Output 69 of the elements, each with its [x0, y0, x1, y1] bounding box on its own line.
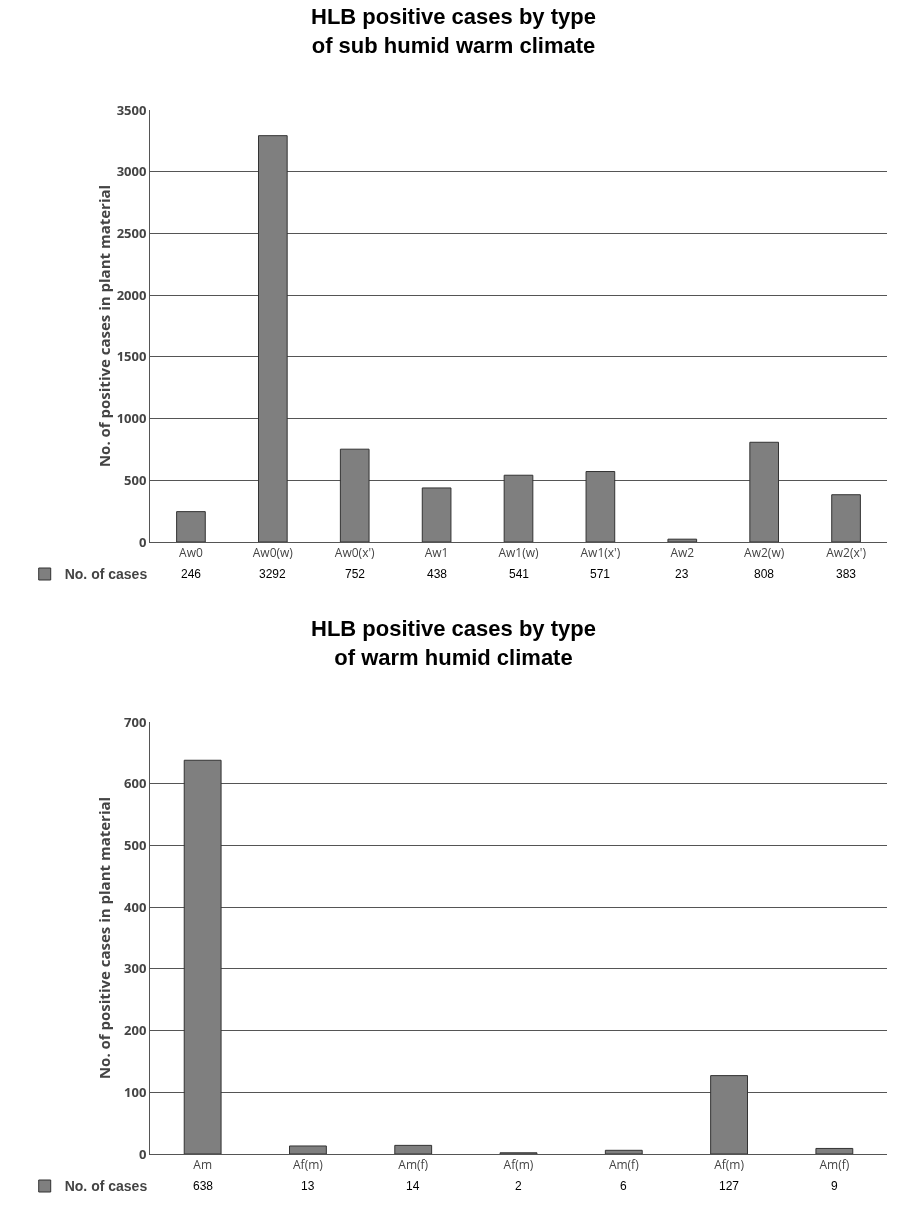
x-tick-label: Aw2(x') [826, 544, 867, 562]
x-tick-label: Aw2 [670, 544, 695, 562]
bar [604, 1149, 643, 1154]
bar [176, 511, 206, 542]
data-label: 638 [193, 1179, 214, 1193]
y-axis-title: No. of positive cases in plant material [94, 184, 114, 468]
data-label: 438 [427, 567, 448, 581]
x-tick-label: Aw0 [179, 544, 203, 562]
y-tick-label: 2000 [116, 285, 147, 304]
x-tick-label: Am [193, 1156, 212, 1174]
bar [339, 448, 370, 542]
data-label: 752 [345, 567, 366, 581]
data-label: 246 [181, 567, 202, 581]
bar [749, 441, 779, 542]
data-label: 6 [620, 1179, 627, 1193]
x-tick-label: Am(f) [608, 1156, 640, 1174]
y-tick-label: 1000 [116, 409, 147, 428]
x-tick-label: Af(m) [714, 1156, 745, 1174]
y-tick-label: 0 [138, 532, 147, 551]
y-tick-label: 1500 [116, 347, 147, 366]
y-tick-label: 2500 [116, 223, 147, 242]
data-label: 571 [590, 567, 611, 581]
data-label: 3292 [259, 567, 287, 581]
x-tick-label: Aw1 [424, 544, 449, 562]
bar [503, 474, 534, 542]
chart-title: HLB positive cases by type of warm humid climate [311, 616, 596, 671]
data-label: 808 [754, 567, 775, 581]
x-tick-label: Aw2(w) [744, 544, 785, 562]
x-tick-label: Aw1(w) [498, 544, 540, 562]
bar [831, 494, 861, 542]
bar [258, 135, 288, 542]
y-tick-label: 500 [124, 470, 147, 489]
x-tick-label: Aw0(w) [252, 544, 294, 562]
y-tick-label: 500 [124, 835, 147, 854]
chart-title: HLB positive cases by type of sub humid warm climate [311, 4, 596, 59]
bar [585, 471, 616, 542]
y-axis-title: No. of positive cases in plant material [94, 796, 114, 1080]
bar [289, 1145, 327, 1154]
data-label: 2 [515, 1179, 522, 1193]
bar [421, 487, 452, 542]
bar [183, 759, 222, 1154]
x-tick-label: Af(m) [293, 1156, 324, 1174]
data-label: 383 [836, 567, 857, 581]
data-label: 13 [301, 1179, 315, 1193]
data-label: 541 [509, 567, 530, 581]
bar [667, 538, 698, 542]
y-tick-label: 0 [138, 1144, 147, 1163]
x-tick-label: Am(f) [819, 1156, 850, 1174]
y-tick-label: 200 [124, 1021, 147, 1040]
data-label: 14 [406, 1179, 420, 1193]
y-tick-label: 3500 [116, 100, 147, 119]
x-tick-label: Aw1(x') [580, 544, 621, 562]
data-label: 9 [831, 1179, 838, 1193]
x-tick-label: Aw0(x') [334, 544, 376, 562]
y-tick-label: 300 [124, 959, 147, 978]
bar [815, 1147, 854, 1154]
legend-label: No. of cases [64, 1178, 148, 1195]
bar [394, 1144, 433, 1154]
x-tick-label: Am(f) [398, 1156, 429, 1174]
data-label: 23 [675, 567, 689, 581]
y-tick-label: 400 [124, 897, 147, 916]
x-tick-label: Af(m) [503, 1156, 534, 1174]
y-tick-label: 600 [124, 774, 147, 793]
y-tick-label: 700 [124, 712, 147, 731]
y-tick-label: 3000 [116, 162, 147, 181]
data-label: 127 [719, 1179, 740, 1193]
legend-label: No. of cases [64, 566, 148, 583]
y-tick-label: 100 [124, 1082, 147, 1101]
bar [710, 1075, 748, 1154]
